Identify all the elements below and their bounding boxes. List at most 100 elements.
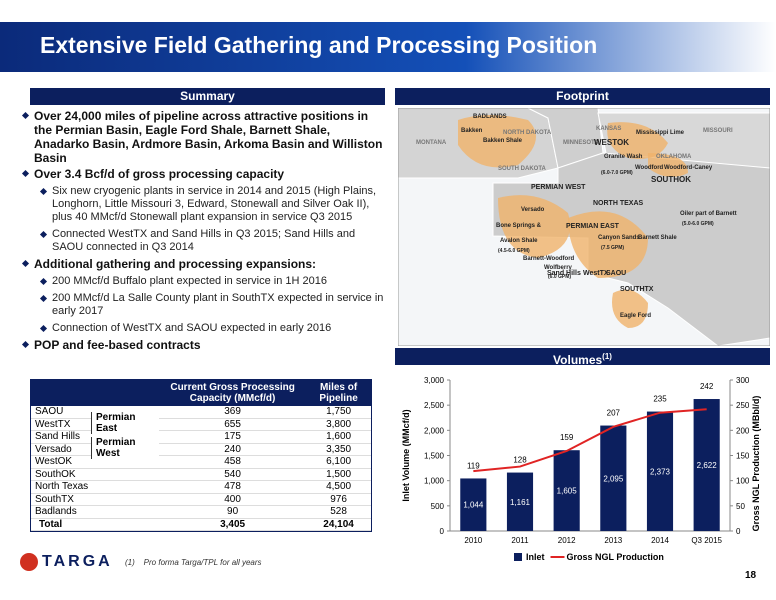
y2-tick-label: 300 xyxy=(736,376,750,385)
table: Current Gross Processing Capacity (MMcf/… xyxy=(31,380,371,531)
chart-title: Volumes xyxy=(553,353,603,367)
page-number: 18 xyxy=(745,570,757,581)
map-label: Woodford xyxy=(635,165,664,171)
table-row: SAOU Permian East 369 1,750 xyxy=(31,406,371,434)
map-label: WESTOK xyxy=(594,138,629,147)
map-label: (7.5 GPM) xyxy=(601,245,625,251)
map-label: Canyon Sands xyxy=(598,235,640,241)
footnote-marker: (1) xyxy=(125,558,135,567)
map-label: Barnett-Woodford xyxy=(523,256,575,262)
capacity: 540 xyxy=(159,468,307,481)
map-label: Bakken xyxy=(461,128,483,134)
map-label: Sand Hills xyxy=(547,270,581,277)
map-graphic xyxy=(397,107,771,347)
capacity: 400 xyxy=(159,493,307,506)
total-row: Total 3,405 24,104 xyxy=(31,518,371,531)
miles: 976 xyxy=(306,493,371,506)
bullet: Over 3.4 Bcf/d of gross processing capac… xyxy=(34,167,385,181)
map-label: Bone Springs & xyxy=(496,223,542,229)
map-label: Bakken Shale xyxy=(483,138,523,144)
capacity: 655 xyxy=(159,418,307,431)
map-label: SOUTH DAKOTA xyxy=(498,166,546,172)
y2-tick-label: 150 xyxy=(736,452,750,461)
row-name: SouthOK xyxy=(31,468,159,481)
map-label: NORTH TEXAS xyxy=(593,200,644,207)
bullet: Additional gathering and processing expa… xyxy=(34,257,385,271)
header-row: Current Gross Processing Capacity (MMcf/… xyxy=(31,380,371,406)
volumes-heading: Volumes(1) xyxy=(395,348,770,367)
miles: 4,500 xyxy=(306,480,371,494)
x-tick-label: 2012 xyxy=(558,536,576,545)
miles: 528 xyxy=(306,505,371,519)
line-value-label: 207 xyxy=(607,409,621,418)
map-label: MONTANA xyxy=(416,140,447,146)
map: BADLANDS Bakken Bakken Shale NORTH DAKOT… xyxy=(397,107,771,347)
bar-value-label: 2,095 xyxy=(603,474,624,483)
y-tick-label: 500 xyxy=(431,502,445,511)
legend-swatch xyxy=(514,553,522,561)
map-label: Granite Wash xyxy=(604,154,643,160)
x-tick-label: Q3 2015 xyxy=(691,536,722,545)
row-name: Versado xyxy=(31,443,159,456)
capacity: 478 xyxy=(159,480,307,494)
map-label: PERMIAN WEST xyxy=(531,184,586,191)
row-name: WestOK xyxy=(31,455,159,469)
row-name: WestTX xyxy=(31,418,159,431)
line-value-label: 235 xyxy=(653,395,667,404)
line-series xyxy=(473,408,707,473)
line-value-label: 128 xyxy=(513,456,527,465)
capacity: 240 xyxy=(159,443,307,456)
header-cell: Miles of Pipeline xyxy=(306,380,371,406)
table-row: SouthTX 400 976 xyxy=(31,493,371,506)
bar xyxy=(460,478,487,531)
footnote-text: Pro forma Targa/TPL for all years xyxy=(143,558,262,567)
map-label: BADLANDS xyxy=(473,114,507,120)
map-label: Woodford-Caney xyxy=(664,165,713,171)
map-label: (6.0 GPM) xyxy=(548,274,572,280)
map-label: NORTH DAKOTA xyxy=(503,130,552,136)
map-label: (4.5-6.0 GPM) xyxy=(498,248,530,254)
legend-label: Inlet xyxy=(526,552,545,562)
y-tick-label: 3,000 xyxy=(424,376,445,385)
miles: 3,800 xyxy=(306,418,371,431)
summary: Over 24,000 miles of pipeline across att… xyxy=(20,107,385,354)
map-label: (5.0-6.0 GPM) xyxy=(682,221,714,227)
capacity: 90 xyxy=(159,505,307,519)
y-tick-label: 0 xyxy=(440,527,445,536)
y2-tick-label: 100 xyxy=(736,477,750,486)
x-tick-label: 2010 xyxy=(464,536,482,545)
legend-label: Gross NGL Production xyxy=(567,552,664,562)
header-cell xyxy=(31,380,159,406)
map-label: (6.0-7.0 GPM) xyxy=(601,170,633,176)
map-label: Avalon Shale xyxy=(500,238,538,244)
x-tick-label: 2011 xyxy=(511,536,529,545)
sub-bullet: 200 MMcf/d Buffalo plant expected in ser… xyxy=(52,275,385,288)
capacity: 175 xyxy=(159,430,307,444)
map-label: Mississippi Lime xyxy=(636,130,685,136)
map-label: SOUTHTX xyxy=(620,286,654,293)
map-label: SAOU xyxy=(606,270,627,277)
y-tick-label: 2,000 xyxy=(424,426,445,435)
total-cell: 24,104 xyxy=(306,518,371,531)
row-name: Badlands xyxy=(31,505,159,519)
miles: 6,100 xyxy=(306,455,371,469)
y-tick-label: 2,500 xyxy=(424,401,445,410)
table-row: Versado 240 3,350 xyxy=(31,443,371,456)
logo: TARGA xyxy=(20,553,113,571)
bullet: POP and fee-based contracts xyxy=(34,338,385,352)
total-cell: 3,405 xyxy=(159,518,307,531)
map-label: Barnett Shale xyxy=(638,235,677,241)
sub-bullet: Six new cryogenic plants in service in 2… xyxy=(52,185,385,224)
bullet: Over 24,000 miles of pipeline across att… xyxy=(34,109,385,165)
footprint-heading: Footprint xyxy=(395,88,770,105)
line-value-label: 242 xyxy=(700,382,714,391)
table-row: SouthOK 540 1,500 xyxy=(31,468,371,481)
y2-tick-label: 50 xyxy=(736,502,745,511)
map-label: Versado xyxy=(521,207,545,213)
bar xyxy=(506,472,534,531)
y-axis-label: Inlet Volume (MMcf/d) xyxy=(401,409,411,501)
sub-bullet: Connected WestTX and Sand Hills in Q3 20… xyxy=(52,228,385,254)
footnote: (1) Pro forma Targa/TPL for all years xyxy=(125,558,262,567)
chart-title-note: (1) xyxy=(602,352,612,361)
